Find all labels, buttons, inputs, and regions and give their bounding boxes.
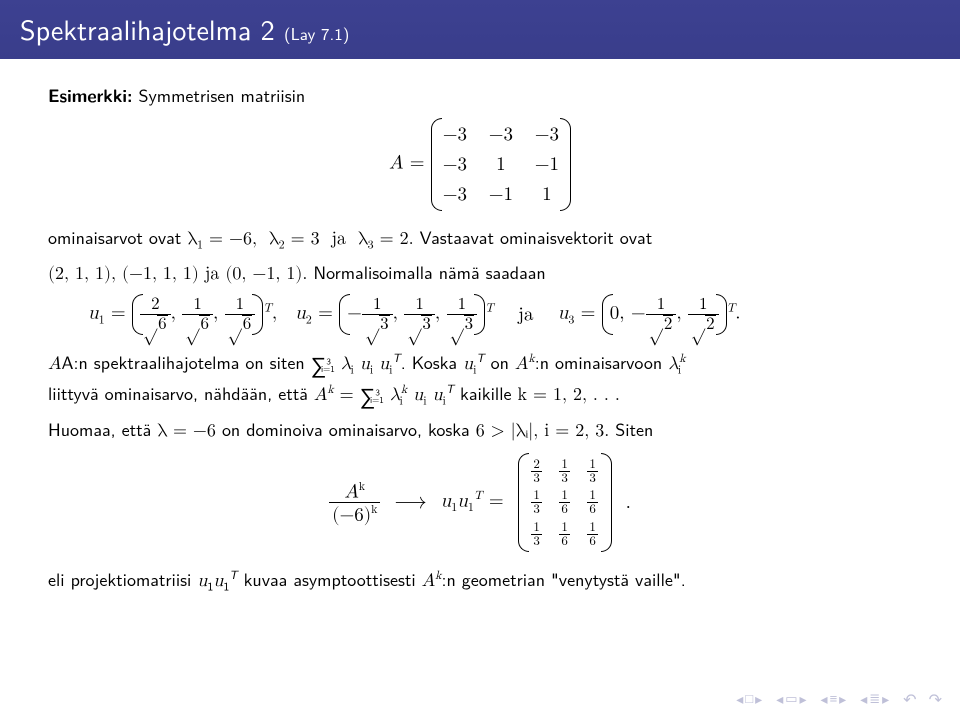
eigvecs-prefix: Vastaavat ominaisvektorit ovat — [420, 223, 653, 250]
title-bar: Spektraalihajotelma 2 (Lay 7.1) — [0, 0, 960, 59]
matrix-A-eq: A = −3−3−3 −31−1 −3−11 — [48, 118, 912, 211]
nav-section-back-icon[interactable]: ◂□▸ — [736, 689, 762, 709]
nav-slide-back-icon[interactable]: ◂≣▸ — [860, 689, 889, 709]
slide-title: Spektraalihajotelma 2 — [20, 8, 275, 49]
huomaa-line: Huomaa, että λ = −6 on dominoiva ominais… — [48, 417, 912, 443]
eigvals-line: ominaisarvot ovat λ1 = −6, λ2 = 3 ja λ3 … — [48, 225, 912, 254]
example-label: Esimerkki: — [48, 83, 133, 108]
final-line: eli projektiomatriisi u1u1T kuvaa asympt… — [48, 566, 912, 594]
u-vectors-eq: u1 = 26, 16, 16 T, u2 = −13, 13, 13 T ja… — [88, 294, 912, 335]
spectral-text: A:n spektraalihajotelma on siten — [62, 348, 311, 375]
eigvecs-line: (2, 1, 1), (−1, 1, 1) ja (0, −1, 1). Nor… — [48, 260, 912, 286]
matrix-A: −3−3−3 −31−1 −3−11 — [431, 118, 571, 211]
spectral-line: AA:n spektraalihajotelma on siten ∑3i=1 … — [48, 349, 912, 380]
limit-eq: Ak (−6)k ⟶ u1u1T = 23 13 13 13 16 16 13 … — [48, 453, 912, 551]
nav-frame-back-icon[interactable]: ◂≡▸ — [821, 689, 847, 709]
nav-subsection-back-icon[interactable]: ◂▭▸ — [776, 689, 806, 709]
slide-title-ref: (Lay 7.1) — [284, 21, 349, 46]
example-text: Symmetrisen matriisin — [139, 81, 306, 108]
liittyva-line: liittyvä ominaisarvo, nähdään, että Ak =… — [48, 380, 912, 411]
proj-matrix: 23 13 13 13 16 16 13 16 16 — [518, 453, 612, 551]
slide-content: Esimerkki: Symmetrisen matriisin A = −3−… — [0, 59, 960, 593]
beamer-nav: ◂□▸ ◂▭▸ ◂≡▸ ◂≣▸ ↶ ↷ — [736, 687, 942, 710]
eigvals-prefix: ominaisarvot ovat — [48, 223, 187, 250]
example-line: Esimerkki: Symmetrisen matriisin — [48, 83, 912, 108]
nav-back-forward-icon[interactable]: ↶ ↷ — [903, 687, 942, 710]
eigvecs-math: (2, 1, 1), (−1, 1, 1) ja (0, −1, 1). — [48, 265, 307, 283]
normalize-text: Normalisoimalla nämä saadaan — [313, 258, 545, 285]
